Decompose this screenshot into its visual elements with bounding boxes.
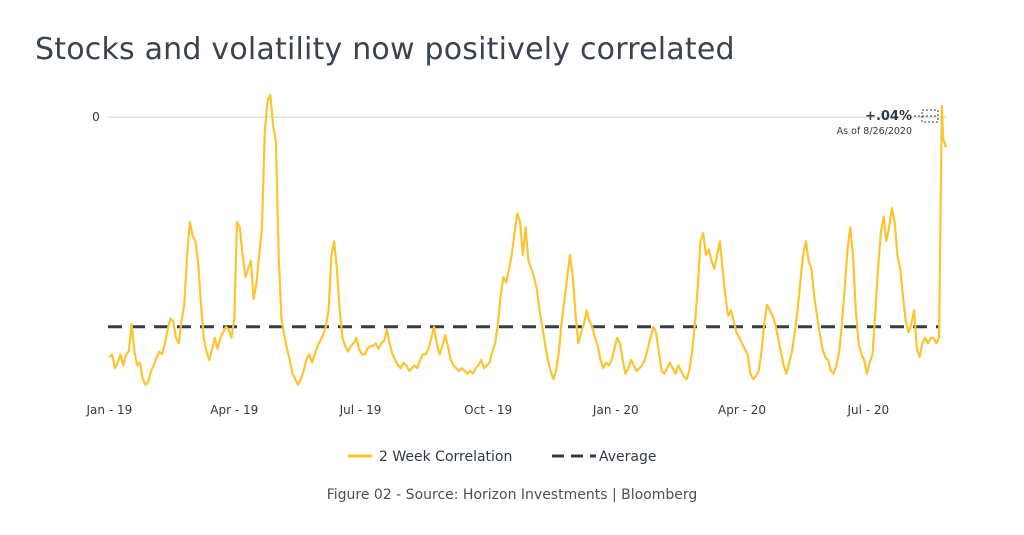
- chart-title: Stocks and volatility now positively cor…: [35, 32, 735, 67]
- legend-label-average: Average: [599, 449, 657, 465]
- x-tick-label: Apr - 20: [718, 403, 766, 417]
- annotation-marker: [921, 109, 939, 123]
- x-tick-label: Jan - 19: [86, 403, 133, 417]
- x-tick-label: Apr - 19: [210, 403, 258, 417]
- series-group: [108, 93, 948, 386]
- y-axis-ticks: 0: [92, 110, 100, 124]
- figure-caption: Figure 02 - Source: Horizon Investments …: [326, 487, 698, 503]
- annotation-date: As of 8/26/2020: [837, 126, 912, 137]
- x-tick-label: Jan - 20: [592, 403, 639, 417]
- latest-value-annotation: +.04% As of 8/26/2020: [837, 109, 939, 137]
- x-tick-label: Jul - 20: [846, 403, 889, 417]
- legend: 2 Week Correlation Average: [348, 449, 657, 465]
- legend-label-correlation: 2 Week Correlation: [379, 449, 512, 465]
- y-tick-label: 0: [92, 110, 100, 124]
- correlation-series-line: [108, 93, 948, 386]
- x-tick-label: Oct - 19: [464, 403, 512, 417]
- x-axis-ticks: Jan - 19 Apr - 19 Jul - 19 Oct - 19 Jan - 20…: [86, 403, 890, 417]
- annotation-value: +.04%: [865, 109, 912, 124]
- x-tick-label: Jul - 19: [339, 403, 382, 417]
